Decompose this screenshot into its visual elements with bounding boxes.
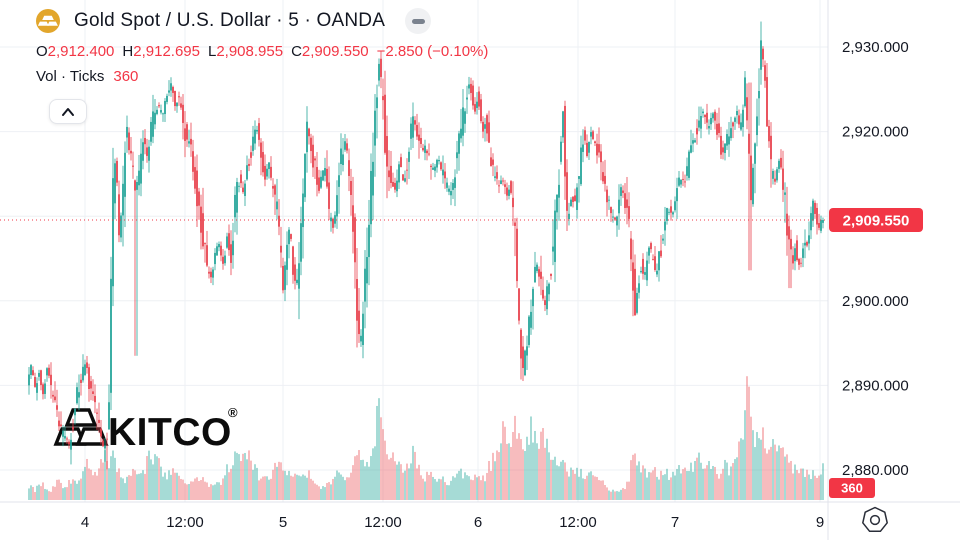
price-axis-label: 2,900.000 [842, 293, 909, 310]
kitco-watermark: KITCO ® [53, 405, 238, 454]
current-price-badge-label: 2,909.550 [843, 213, 910, 230]
price-axis-label: 2,890.000 [842, 377, 909, 394]
candlestick-series [28, 21, 824, 470]
kitco-wordmark: KITCO [108, 411, 232, 454]
price-axis-label: 2,880.000 [842, 462, 909, 479]
time-axis-label: 7 [671, 514, 679, 531]
timezone-settings-button[interactable] [862, 506, 888, 533]
volume-value-badge-label: 360 [841, 481, 863, 496]
expand-toolbar-button[interactable] [49, 99, 87, 124]
volume-indicator-row: Vol · Ticks 360 [36, 68, 488, 85]
time-axis[interactable] [0, 502, 960, 540]
price-axis-label: 2,920.000 [842, 124, 909, 141]
volume-indicator-label: Vol · Ticks [36, 68, 105, 85]
ohlc-row: O2,912.400 H2,912.695 L2,908.955 C2,909.… [36, 43, 488, 60]
collapse-legend-button[interactable] [405, 8, 432, 34]
ohlc-low: L2,908.955 [207, 43, 284, 60]
current-price-badge [829, 208, 923, 233]
price-axis[interactable] [828, 0, 960, 502]
gold-coin-icon [36, 9, 60, 33]
gear-heptagon-icon [862, 506, 888, 533]
time-axis-label: 4 [81, 514, 89, 531]
legend-title-row: Gold Spot / U.S. Dollar · 5 · OANDA [36, 6, 488, 36]
registered-mark: ® [228, 405, 238, 420]
ohlc-high: H2,912.695 [122, 43, 200, 60]
price-axis-label: 2,930.000 [842, 39, 909, 56]
chart-legend: Gold Spot / U.S. Dollar · 5 · OANDA O2,9… [36, 6, 488, 85]
time-axis-label: 5 [279, 514, 287, 531]
symbol-title[interactable]: Gold Spot / U.S. Dollar · 5 · OANDA [68, 9, 391, 33]
kitco-gold-bars-icon [53, 408, 109, 446]
volume-bars [28, 376, 824, 500]
chevron-up-icon [62, 107, 74, 116]
time-axis-label: 12:00 [166, 514, 204, 531]
gridlines [0, 0, 828, 502]
time-axis-label: 12:00 [364, 514, 402, 531]
time-axis-label: 12:00 [559, 514, 597, 531]
ohlc-change: −2.850 (−0.10%) [376, 43, 489, 60]
minus-icon [411, 18, 425, 24]
volume-indicator-value: 360 [113, 68, 139, 85]
ohlc-open: O2,912.400 [36, 43, 115, 60]
time-axis-label: 9 [816, 514, 824, 531]
gear-circle-icon [869, 514, 881, 526]
volume-value-badge [829, 478, 875, 498]
ohlc-close: C2,909.550 [291, 43, 369, 60]
time-axis-label: 6 [474, 514, 482, 531]
